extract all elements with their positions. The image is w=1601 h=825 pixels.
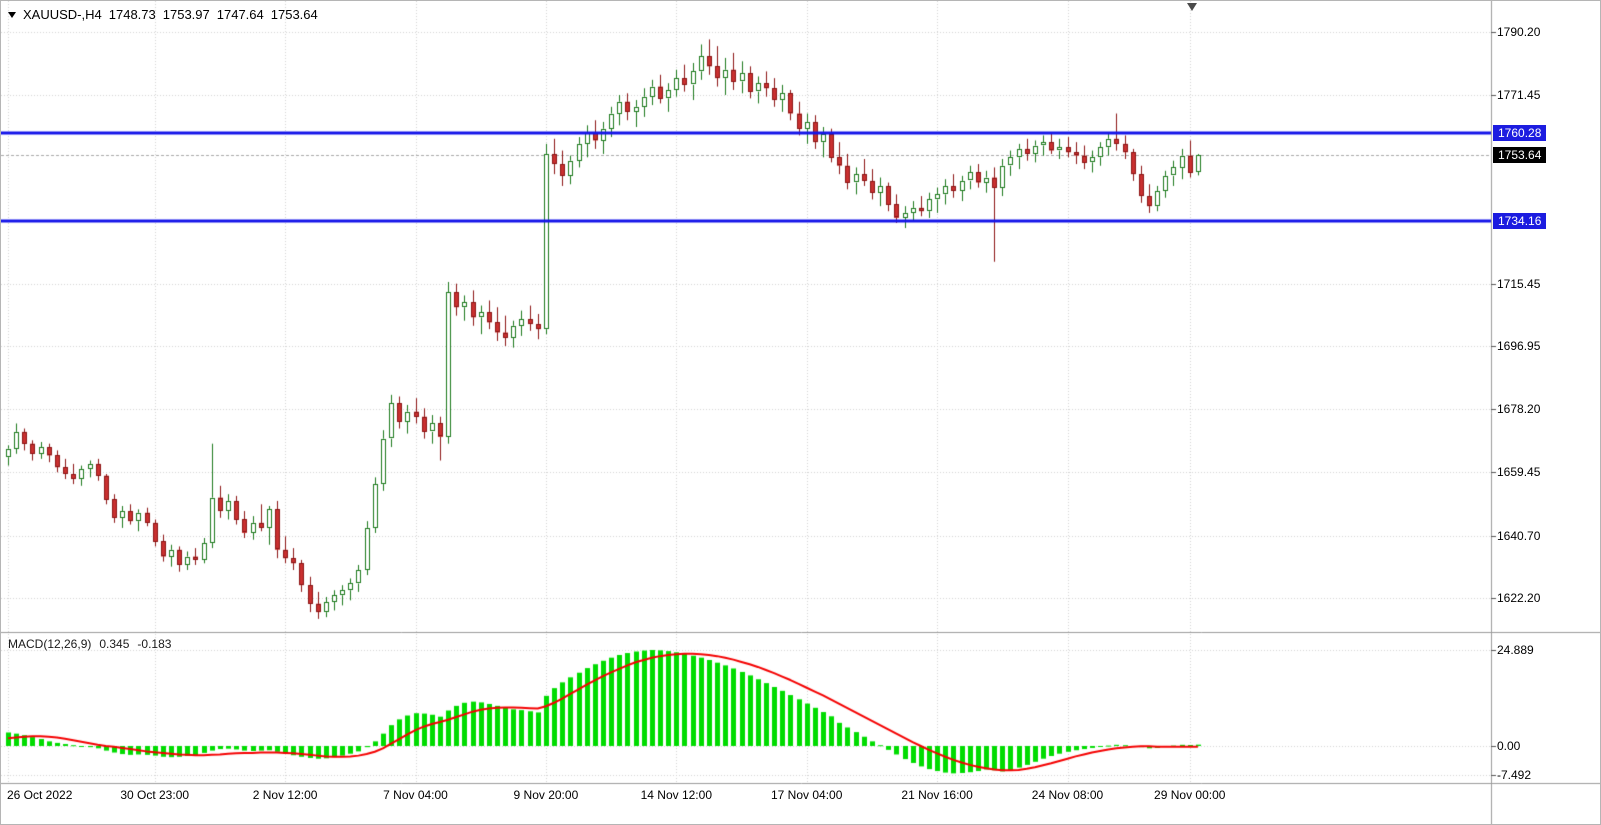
chart-window: XAUUSD-,H4 1748.73 1753.97 1747.64 1753.… [0, 0, 1601, 825]
price-chart-canvas[interactable] [1, 1, 1600, 824]
